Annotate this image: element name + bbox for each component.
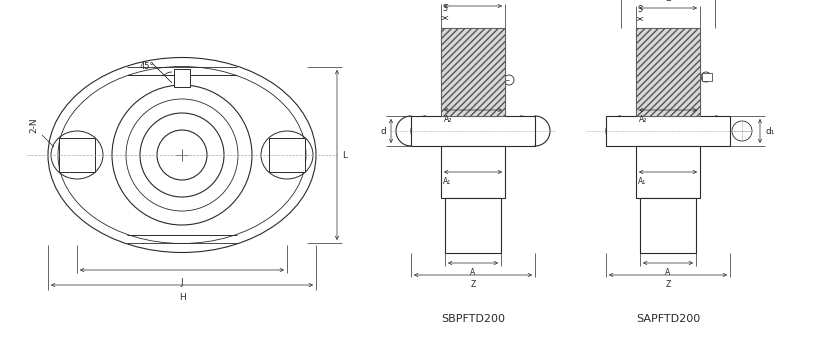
- Bar: [636, 28, 700, 116]
- Bar: [636, 146, 700, 198]
- Text: L: L: [342, 150, 347, 160]
- Bar: [445, 198, 501, 253]
- Bar: [441, 146, 505, 198]
- Text: A₁: A₁: [443, 177, 451, 186]
- Text: S: S: [637, 5, 642, 14]
- Text: A₂: A₂: [639, 115, 647, 124]
- Bar: [411, 116, 535, 146]
- Text: J: J: [180, 278, 184, 287]
- Text: 2-N: 2-N: [29, 117, 38, 133]
- Bar: [606, 116, 730, 146]
- Bar: [441, 28, 505, 116]
- Text: B: B: [665, 0, 671, 3]
- Text: SBPFTD200: SBPFTD200: [441, 314, 505, 324]
- Text: A: A: [470, 268, 476, 277]
- Bar: [174, 69, 190, 87]
- Text: 45°: 45°: [140, 62, 154, 71]
- Bar: [59, 138, 95, 172]
- Text: SAPFTD200: SAPFTD200: [636, 314, 700, 324]
- Bar: [269, 138, 305, 172]
- Text: d: d: [380, 126, 386, 136]
- Bar: [640, 198, 696, 253]
- Text: H: H: [179, 293, 185, 302]
- Text: S: S: [442, 4, 447, 13]
- Bar: [702, 73, 712, 81]
- Text: A₂: A₂: [444, 115, 452, 124]
- Text: A₁: A₁: [638, 177, 646, 186]
- Text: d₁: d₁: [765, 126, 774, 136]
- Text: Z: Z: [470, 280, 476, 289]
- Text: A: A: [665, 268, 671, 277]
- Text: Z: Z: [665, 280, 671, 289]
